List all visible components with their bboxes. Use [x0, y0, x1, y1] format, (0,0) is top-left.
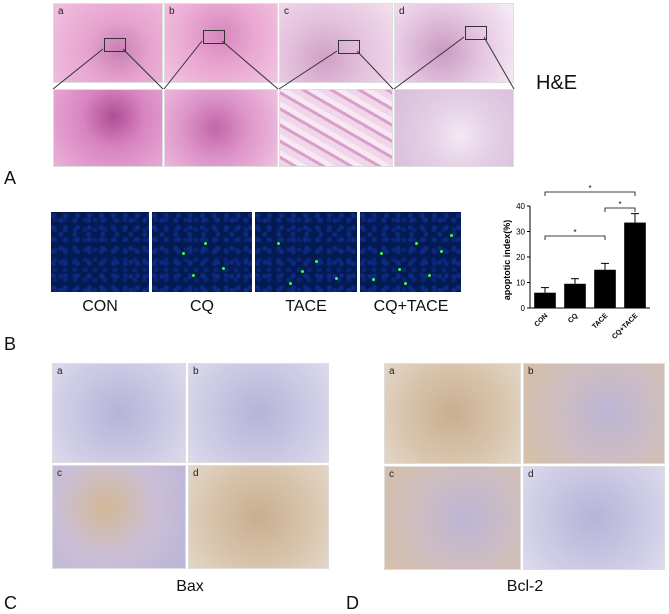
- tunel-image-tace: [254, 211, 358, 293]
- bax-image-d: d: [188, 465, 329, 569]
- he-image-d-high: [394, 89, 514, 167]
- zoom-box-d: [465, 26, 487, 40]
- he-image-b-high: [164, 89, 278, 167]
- bcl2-image-b: b: [523, 363, 665, 464]
- y-tick-label: 10: [516, 279, 525, 288]
- bar-cq-tace: [624, 222, 646, 308]
- bcl2-image-d: d: [523, 466, 665, 570]
- bax-label-d: d: [193, 468, 199, 479]
- zoom-box-a: [104, 38, 126, 52]
- bax-image-a: a: [52, 363, 186, 463]
- x-tick-label: CQ+TACE: [611, 312, 640, 341]
- bcl2-label-a: a: [389, 366, 395, 377]
- bax-stain-label: Bax: [176, 578, 204, 595]
- bax-label-c: c: [57, 468, 62, 479]
- caption-con: CON: [82, 298, 118, 315]
- panel-letter-d: D: [346, 593, 359, 613]
- bcl2-image-c: c: [384, 466, 521, 570]
- caption-cq-tace: CQ+TACE: [373, 298, 449, 315]
- significance-bracket: [604, 207, 636, 212]
- he-image-a-low: a: [53, 3, 163, 83]
- bcl2-stain-label: Bcl-2: [506, 578, 544, 595]
- apoptotic-index-chart: apoptotic index(%) 0 10 20 30 40 CON CQ TACE CQ+…: [502, 184, 650, 341]
- x-tick-label: TACE: [591, 312, 609, 330]
- bax-label-b: b: [193, 366, 199, 377]
- significance-bracket: [544, 191, 636, 196]
- significance-star: *: [573, 228, 576, 237]
- zoom-box-c: [338, 40, 360, 54]
- bcl2-label-c: c: [389, 469, 394, 480]
- he-stain-label: H&E: [536, 72, 578, 94]
- significance-star: *: [618, 200, 621, 209]
- caption-cq: CQ: [190, 298, 214, 315]
- zoom-box-b: [203, 30, 225, 44]
- bcl2-label-d: d: [528, 469, 534, 480]
- he-image-d-low: d: [394, 3, 514, 83]
- bar-tace: [594, 269, 616, 308]
- he-label-b: b: [169, 6, 175, 17]
- he-image-c-high: [279, 89, 393, 167]
- bcl2-label-b: b: [528, 366, 534, 377]
- he-image-a-high: [53, 89, 163, 167]
- caption-tace: TACE: [285, 298, 327, 315]
- bax-image-b: b: [188, 363, 329, 463]
- x-tick-label: CQ: [567, 312, 580, 325]
- tunel-image-cq: [151, 211, 253, 293]
- tunel-image-cq-tace: [359, 211, 462, 293]
- he-label-c: c: [284, 6, 289, 17]
- he-zoom-lines: [52, 36, 515, 90]
- significance-star: *: [588, 184, 591, 193]
- x-tick-label: CON: [533, 312, 549, 328]
- y-axis-label: apoptotic index(%): [502, 220, 512, 301]
- y-tick-label: 0: [521, 304, 526, 313]
- y-tick-label: 20: [516, 253, 525, 262]
- bax-image-c: c: [52, 465, 186, 569]
- y-tick-label: 40: [516, 202, 525, 211]
- he-label-d: d: [399, 6, 405, 17]
- tunel-image-con: [50, 211, 150, 293]
- panel-letter-a: A: [4, 168, 17, 188]
- panel-letter-b: B: [4, 334, 17, 354]
- he-label-a: a: [58, 6, 64, 17]
- bcl2-image-a: a: [384, 363, 521, 464]
- significance-bracket: [544, 235, 606, 240]
- bax-label-a: a: [57, 366, 63, 377]
- bar-con: [534, 292, 556, 308]
- bar-cq: [564, 283, 586, 308]
- panel-letter-c: C: [4, 593, 17, 613]
- y-tick-label: 30: [516, 228, 525, 237]
- he-image-b-low: b: [164, 3, 278, 83]
